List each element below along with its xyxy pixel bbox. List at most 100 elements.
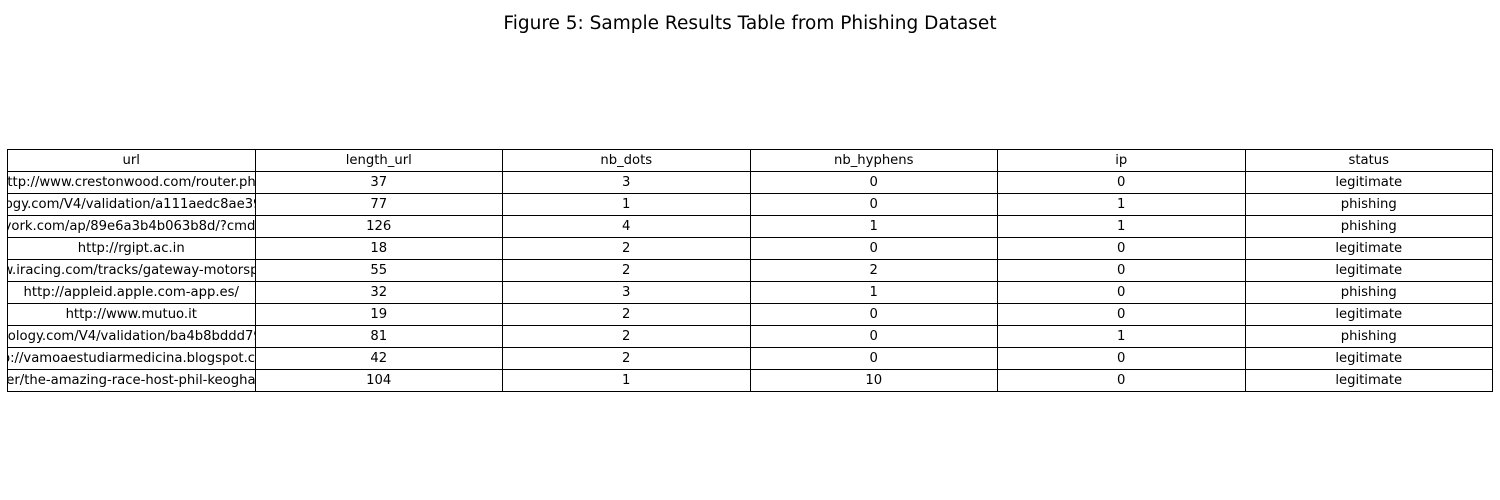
url-text: http://shadetreetechnology.com/V4/valida… [8,196,254,212]
ip-cell: 0 [997,259,1246,282]
nb-dots-cell: 3 [502,281,751,304]
length-url-cell: 55 [254,259,503,282]
table-body: http://www.crestonwood.com/router.php 37 3… [7,171,1493,392]
ip-cell: 0 [997,347,1246,370]
status-cell: phishing [1244,281,1493,304]
nb-dots-cell: 3 [502,171,751,194]
url-text: http://www.mutuo.it [65,306,197,322]
url-cell: http://vamoaestudiarmedicina.blogspot.co… [7,347,256,370]
status-cell: phishing [1244,193,1493,216]
length-url-cell: 19 [254,303,503,326]
nb-hyphens-cell: 0 [749,303,998,326]
column-header-length-url: length_url [254,149,503,172]
url-clip: http://shadetreetechnology.com/V4/valida… [8,195,254,215]
length-url-cell: 104 [254,369,503,392]
status-cell: legitimate [1244,259,1493,282]
status-cell: legitimate [1244,237,1493,260]
url-cell: http://appleid.apple.com-app.es/ [7,281,256,304]
nb-dots-cell: 1 [502,193,751,216]
results-table: url length_url nb_dots nb_hyphens ip sta… [7,149,1493,392]
url-clip: http://vamoaestudiarmedicina.blogspot.co… [8,349,255,369]
status-cell: legitimate [1244,369,1493,392]
nb-hyphens-cell: 0 [749,193,998,216]
figure-title: Figure 5: Sample Results Table from Phis… [503,13,997,34]
url-text: https://support-appleld.com.secureupdate… [8,218,255,234]
nb-hyphens-cell: 10 [749,369,998,392]
url-cell: http://rgipt.ac.in [7,237,256,260]
table-row: http://www.mutuo.it 19 2 0 0 legitimate [7,303,1493,326]
table-row: http://appleid.apple.com-app.es/32 3 1 0 phi… [7,281,1493,304]
url-cell: http://shadetreetechnology.com/V4/valida… [7,193,256,216]
url-clip: http://appleid.apple.com-app.es/ [8,283,254,303]
url-cell: https://support-appleld.com.secureupdate… [7,215,256,238]
nb-dots-cell: 4 [502,215,751,238]
ip-cell: 1 [997,193,1246,216]
url-cell: http://www.mutuo.it [7,303,256,326]
url-cell: http://www.shadetreetechnology.com/V4/va… [7,325,256,348]
column-header-ip: ip [997,149,1246,172]
ip-cell: 0 [997,237,1246,260]
nb-dots-cell: 2 [502,237,751,260]
url-text: https://parade.com/425836/joshwigler/the… [8,372,254,388]
nb-dots-cell: 2 [502,347,751,370]
nb-dots-cell: 2 [502,259,751,282]
status-cell: phishing [1244,215,1493,238]
table-row: https://parade.com/425836/joshwigler/the… [7,369,1493,392]
table-row: http://shadetreetechnology.com/V4/valida… [7,193,1493,216]
length-url-cell: 126 [254,215,503,238]
nb-hyphens-cell: 0 [749,237,998,260]
ip-cell: 1 [997,325,1246,348]
url-clip: http://www.shadetreetechnology.com/V4/va… [8,327,255,347]
url-text: http://www.crestonwood.com/router.php [8,174,255,190]
url-text: http://www.shadetreetechnology.com/V4/va… [8,328,255,344]
url-clip: http://www.crestonwood.com/router.php [8,173,255,193]
url-text: http://rgipt.ac.in [77,240,185,256]
url-clip: http://rgipt.ac.in [8,239,254,259]
ip-cell: 0 [997,369,1246,392]
column-header-status: status [1244,149,1493,172]
length-url-cell: 37 [254,171,503,194]
status-cell: legitimate [1244,347,1493,370]
table-row: http://www.iracing.com/tracks/gateway-mo… [7,259,1493,282]
nb-dots-cell: 2 [502,303,751,326]
table-row: https://support-appleld.com.secureupdate… [7,215,1493,238]
url-text: http://www.iracing.com/tracks/gateway-mo… [8,262,254,278]
length-url-cell: 18 [254,237,503,260]
url-clip: https://support-appleld.com.secureupdate… [8,217,255,237]
column-header-nb-dots: nb_dots [502,149,751,172]
nb-hyphens-cell: 1 [749,215,998,238]
url-cell: http://www.iracing.com/tracks/gateway-mo… [7,259,256,282]
nb-hyphens-cell: 1 [749,281,998,304]
nb-hyphens-cell: 0 [749,171,998,194]
table-header-row: url length_url nb_dots nb_hyphens ip sta… [7,149,1493,172]
length-url-cell: 81 [254,325,503,348]
nb-hyphens-cell: 0 [749,347,998,370]
nb-dots-cell: 2 [502,325,751,348]
url-clip: http://www.iracing.com/tracks/gateway-mo… [8,261,254,281]
nb-dots-cell: 1 [502,369,751,392]
status-cell: legitimate [1244,171,1493,194]
url-cell: https://parade.com/425836/joshwigler/the… [7,369,256,392]
url-cell: http://www.crestonwood.com/router.php [7,171,256,194]
url-clip: http://www.mutuo.it [8,305,254,325]
ip-cell: 1 [997,215,1246,238]
nb-hyphens-cell: 0 [749,325,998,348]
url-clip: https://parade.com/425836/joshwigler/the… [8,371,254,391]
ip-cell: 0 [997,281,1246,304]
url-text: http://appleid.apple.com-app.es/ [23,284,239,300]
url-text: http://vamoaestudiarmedicina.blogspot.co… [8,350,255,366]
column-header-url: url [7,149,256,172]
length-url-cell: 77 [254,193,503,216]
status-cell: phishing [1244,325,1493,348]
table-row: http://www.crestonwood.com/router.php 37 3… [7,171,1493,194]
table-row: http://vamoaestudiarmedicina.blogspot.co… [7,347,1493,370]
length-url-cell: 42 [254,347,503,370]
status-cell: legitimate [1244,303,1493,326]
table-row: http://rgipt.ac.in 18 2 0 0 legitimate [7,237,1493,260]
length-url-cell: 32 [254,281,503,304]
ip-cell: 0 [997,303,1246,326]
column-header-nb-hyphens: nb_hyphens [749,149,998,172]
nb-hyphens-cell: 2 [749,259,998,282]
table-row: http://www.shadetreetechnology.com/V4/va… [7,325,1493,348]
ip-cell: 0 [997,171,1246,194]
